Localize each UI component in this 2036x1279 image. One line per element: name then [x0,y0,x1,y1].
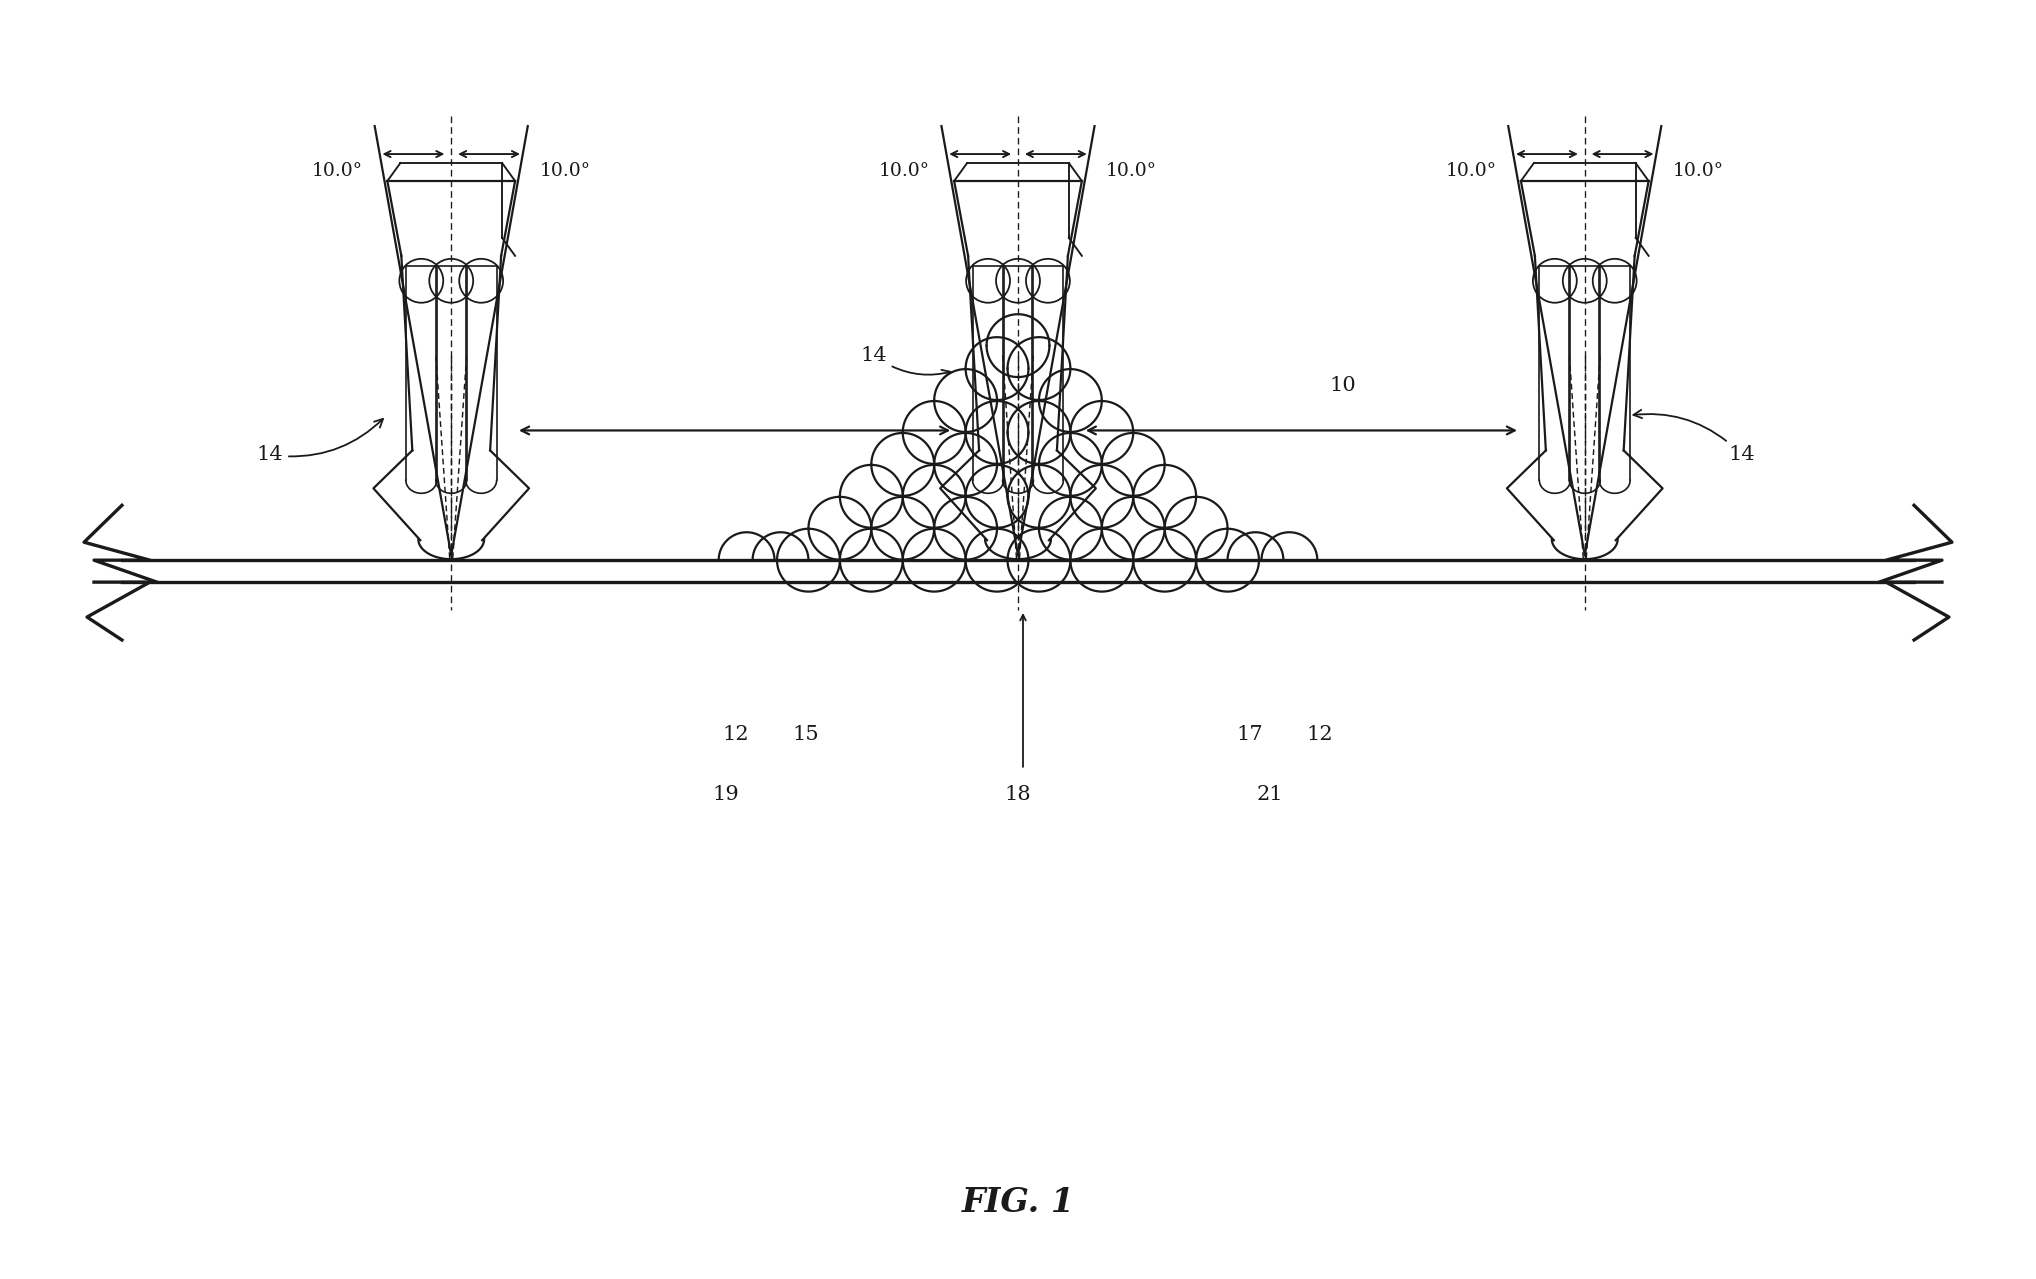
Text: 12: 12 [723,725,749,744]
Text: 10.0°: 10.0° [1446,162,1496,180]
Text: 18: 18 [1004,785,1032,803]
Text: 10.0°: 10.0° [540,162,590,180]
Text: FIG. 1: FIG. 1 [961,1187,1075,1219]
Text: 10: 10 [1330,376,1356,394]
Text: 21: 21 [1256,785,1283,803]
Text: 19: 19 [713,785,739,803]
Text: 10.0°: 10.0° [1674,162,1724,180]
Text: 14: 14 [861,345,951,377]
Text: 14: 14 [257,418,383,464]
Text: 10.0°: 10.0° [1106,162,1156,180]
Text: 10.0°: 10.0° [880,162,930,180]
Text: 15: 15 [792,725,818,744]
Text: 12: 12 [1305,725,1334,744]
Text: 14: 14 [1633,409,1755,464]
Text: 17: 17 [1236,725,1262,744]
Text: 10.0°: 10.0° [312,162,362,180]
